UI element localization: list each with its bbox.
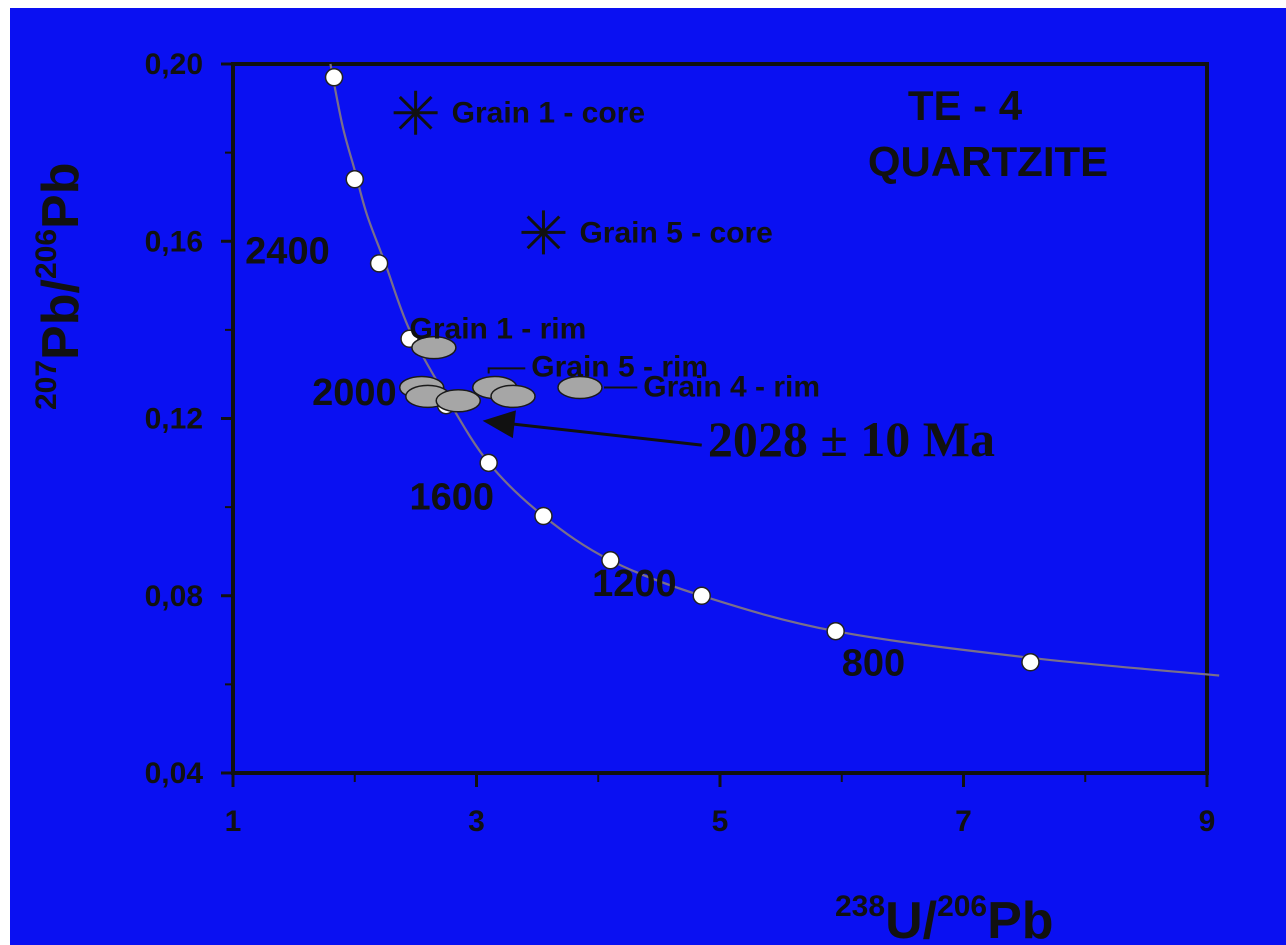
y-tick-label: 0,04 (145, 757, 204, 790)
x-axis-label: 238U/206Pb (835, 890, 1054, 945)
y-axis-label-sup1: 207 (30, 360, 63, 410)
age-label: 2000 (312, 372, 397, 414)
axes: 1 3 5 7 9 0,04 0,08 0,12 0,16 0,20 (145, 48, 1216, 838)
concordia-marker (479, 453, 498, 473)
rim-ellipses (398, 335, 603, 413)
core-label: Grain 5 - core (579, 216, 772, 249)
asterisk-stroke (398, 95, 433, 130)
concordia-marker (1021, 652, 1040, 672)
core-asterisk (393, 90, 438, 135)
leader-line (487, 367, 526, 374)
age-label: 1200 (592, 563, 677, 605)
x-tick-label: 3 (468, 805, 485, 838)
chart-subtitle: QUARTZITE (868, 138, 1108, 185)
x-tick-label: 9 (1199, 805, 1216, 838)
y-tick-label: 0,20 (145, 48, 203, 81)
concordia-marker (345, 169, 364, 189)
result-arrow-line (496, 420, 702, 447)
asterisk-stroke (526, 215, 561, 250)
core-asterisk (521, 210, 566, 255)
result-arrow-head (482, 410, 516, 439)
y-axis-label-tail: Pb (32, 163, 90, 229)
concordia-curve (329, 63, 1220, 677)
concordia-marker (692, 586, 711, 605)
x-axis-label-tail: Pb (987, 892, 1053, 945)
rim-ellipse (435, 389, 481, 413)
intercept-age-label: 2028 ± 10 Ma (708, 411, 995, 467)
y-axis-label: 207Pb/206Pb (30, 163, 90, 410)
y-axis-label-main: Pb/ (32, 279, 90, 360)
y-tick-label: 0,08 (145, 580, 203, 613)
rim-ellipse (490, 384, 536, 409)
rim-label: Grain 1 - rim (410, 313, 587, 346)
chart-panel (10, 8, 1286, 945)
rim-ellipse (411, 335, 457, 360)
x-axis-label-sup2: 206 (937, 890, 987, 923)
chart-title: TE - 4 (908, 82, 1023, 129)
age-label: 800 (842, 643, 905, 685)
rim-ellipse (557, 375, 603, 400)
x-tick-label: 7 (955, 805, 972, 838)
x-tick-label: 1 (225, 805, 242, 838)
concordia-marker (324, 68, 344, 87)
x-axis-label-main: U/ (885, 892, 937, 945)
age-label: 1600 (410, 476, 495, 518)
y-axis-label-sup2: 206 (30, 229, 63, 279)
y-tick-label: 0,16 (145, 225, 203, 258)
core-points: Grain 1 - core Grain 5 - core (393, 90, 773, 255)
core-label: Grain 1 - core (452, 97, 645, 130)
rim-label: Grain 5 - rim (531, 350, 708, 383)
age-label: 2400 (245, 230, 330, 272)
concordia-marker (369, 254, 389, 273)
y-tick-label: 0,12 (145, 403, 203, 436)
x-axis-label-sup1: 238 (835, 890, 885, 923)
concordia-marker (826, 621, 845, 641)
rim-label: Grain 4 - rim (643, 370, 820, 403)
concordia-marker (601, 551, 620, 570)
x-tick-label: 5 (712, 805, 729, 838)
concordia-curve-layer (329, 63, 1220, 677)
concordia-marker (534, 506, 553, 526)
